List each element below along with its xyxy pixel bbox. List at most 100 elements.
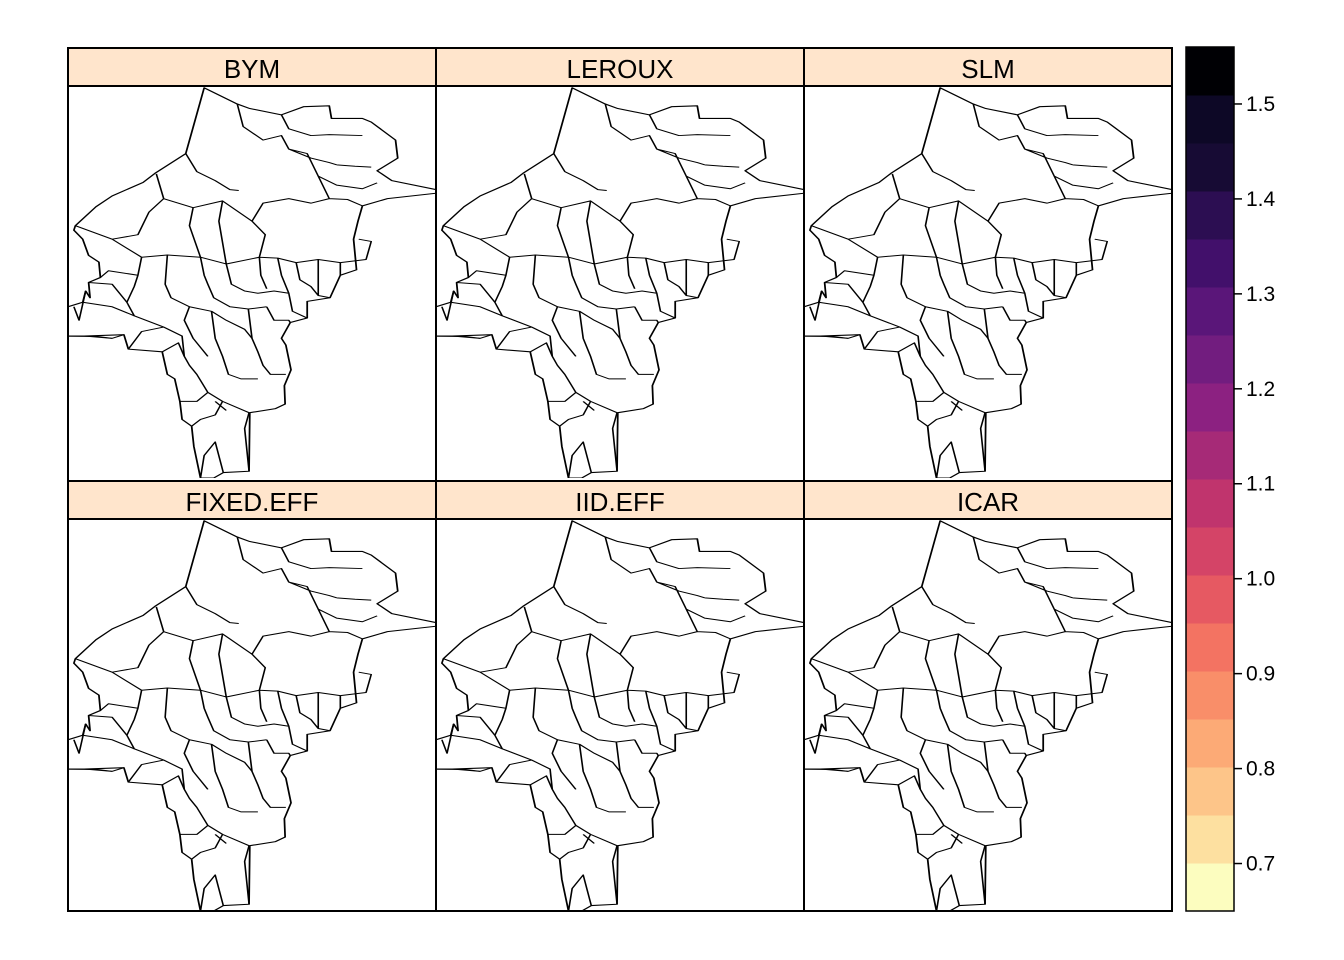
map-area xyxy=(700,568,768,637)
map-area xyxy=(156,126,267,204)
map-area xyxy=(899,631,996,691)
map-area xyxy=(163,198,260,258)
color-key-frame xyxy=(1185,46,1235,912)
panel-title-leroux: LEROUX xyxy=(567,54,674,84)
map-area xyxy=(156,559,267,637)
map-area xyxy=(804,198,908,258)
color-key-bin xyxy=(1186,527,1234,576)
color-key-bin xyxy=(1186,47,1234,96)
map-area xyxy=(1068,568,1136,637)
map-area xyxy=(539,257,595,307)
color-key-bin xyxy=(1186,95,1234,144)
map-area xyxy=(999,113,1047,168)
map-area xyxy=(627,631,731,695)
map-area xyxy=(907,306,952,357)
color-key-bin xyxy=(1186,575,1234,624)
strip-fixed-eff xyxy=(67,480,437,520)
map-area xyxy=(68,520,253,668)
map-area xyxy=(1024,149,1069,204)
map-area xyxy=(995,631,1099,695)
color-key-bin xyxy=(1186,191,1234,240)
map-area xyxy=(237,537,267,596)
map-area xyxy=(804,87,989,235)
map-area xyxy=(656,149,701,204)
map-area xyxy=(332,568,400,637)
map-area xyxy=(892,126,1003,204)
panel-title-slm: SLM xyxy=(961,54,1014,84)
map-area xyxy=(671,537,753,569)
map-area xyxy=(362,613,437,655)
map-area xyxy=(631,546,679,601)
map-area xyxy=(634,834,665,911)
map-area xyxy=(1024,261,1114,339)
map-area xyxy=(627,198,731,262)
map-panel-slm xyxy=(804,86,1173,478)
color-key-bin xyxy=(1186,335,1234,384)
panel-title-icar: ICAR xyxy=(957,487,1019,517)
color-key-bin xyxy=(1186,431,1234,480)
map-area xyxy=(263,546,311,601)
map-area xyxy=(68,87,253,235)
map-area xyxy=(1002,834,1033,911)
map-area xyxy=(436,520,621,668)
map-area xyxy=(973,104,1003,163)
map-area xyxy=(730,613,805,655)
map-area xyxy=(524,126,635,204)
map-area xyxy=(171,690,227,740)
map-area xyxy=(259,631,363,695)
map-area xyxy=(907,257,963,307)
map-area xyxy=(68,198,172,258)
color-key-bin xyxy=(1186,719,1234,768)
color-key-bin xyxy=(1186,287,1234,336)
map-area xyxy=(288,694,378,772)
map-area xyxy=(700,135,768,204)
map-area xyxy=(531,631,628,691)
color-key-bin xyxy=(1186,623,1234,672)
color-key: 0.7 0.8 0.9 1.0 1.1 1.2 1.3 1.4 1.5 xyxy=(1185,46,1276,912)
map-area xyxy=(226,261,289,339)
map-area xyxy=(962,261,1025,339)
map-area xyxy=(561,338,613,375)
color-key-bin xyxy=(1186,143,1234,192)
map-area xyxy=(1039,104,1121,136)
map-area xyxy=(634,401,665,478)
map-area xyxy=(804,520,989,668)
color-key-tick-label: 0.8 xyxy=(1246,758,1275,781)
map-area xyxy=(594,694,657,772)
panel-title-bym: BYM xyxy=(224,54,280,84)
map-area xyxy=(962,694,1025,772)
map-area xyxy=(226,694,289,772)
map-area xyxy=(163,631,260,691)
map-area xyxy=(303,537,385,569)
color-key-bin xyxy=(1186,479,1234,528)
color-key-tick-label: 1.0 xyxy=(1246,568,1275,591)
map-area xyxy=(171,739,216,790)
map-area xyxy=(362,180,437,222)
color-key-tick-label: 1.3 xyxy=(1246,283,1275,306)
map-area xyxy=(605,537,635,596)
color-key-tick-label: 1.5 xyxy=(1246,93,1275,116)
color-key-tick-label: 0.9 xyxy=(1246,663,1275,686)
map-area xyxy=(436,87,621,235)
color-key-bin xyxy=(1186,383,1234,432)
map-area xyxy=(995,374,1033,420)
map-area xyxy=(995,807,1033,853)
map-area xyxy=(656,261,746,339)
map-area xyxy=(656,582,701,637)
map-area xyxy=(627,374,665,420)
strip-leroux xyxy=(435,47,805,87)
color-key-bin xyxy=(1186,767,1234,816)
color-key-bin xyxy=(1186,815,1234,864)
map-area xyxy=(907,690,963,740)
map-panel-iid-eff xyxy=(436,519,805,911)
map-area xyxy=(259,198,363,262)
map-area xyxy=(237,104,267,163)
map-panel-bym xyxy=(68,86,437,478)
map-area xyxy=(436,198,540,258)
map-area xyxy=(627,807,665,853)
map-panel-icar xyxy=(804,519,1173,911)
map-area xyxy=(730,180,805,222)
map-area xyxy=(1098,180,1173,222)
map-area xyxy=(671,104,753,136)
map-area xyxy=(68,631,172,691)
